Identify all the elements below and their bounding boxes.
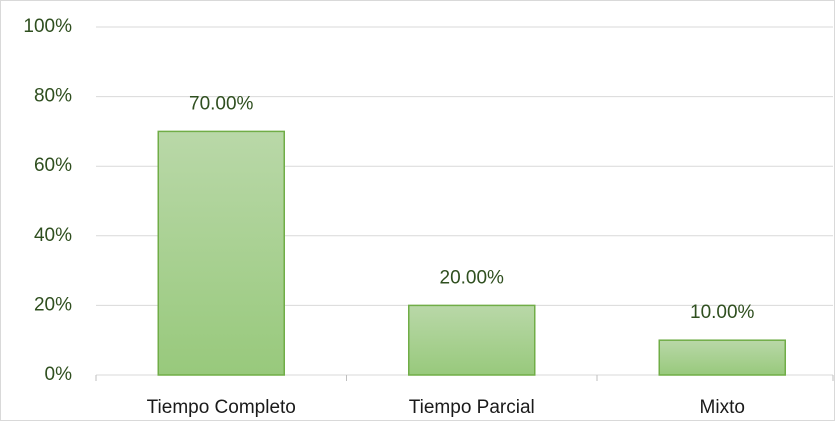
y-tick-label: 0% [45, 364, 73, 385]
x-tick-label: Tiempo Parcial [409, 397, 535, 418]
x-tick-label: Mixto [700, 397, 745, 418]
y-tick-label: 20% [34, 294, 72, 315]
value-label: 20.00% [440, 267, 505, 288]
x-tick-label: Tiempo Completo [147, 397, 296, 418]
y-tick-label: 80% [34, 86, 72, 107]
value-label: 10.00% [690, 302, 755, 323]
y-tick-label: 60% [34, 155, 72, 176]
bar [658, 339, 786, 376]
value-label: 70.00% [189, 93, 254, 114]
bar [408, 304, 536, 376]
y-tick-label: 100% [23, 16, 72, 37]
bar [157, 130, 285, 376]
y-tick-label: 40% [34, 225, 72, 246]
